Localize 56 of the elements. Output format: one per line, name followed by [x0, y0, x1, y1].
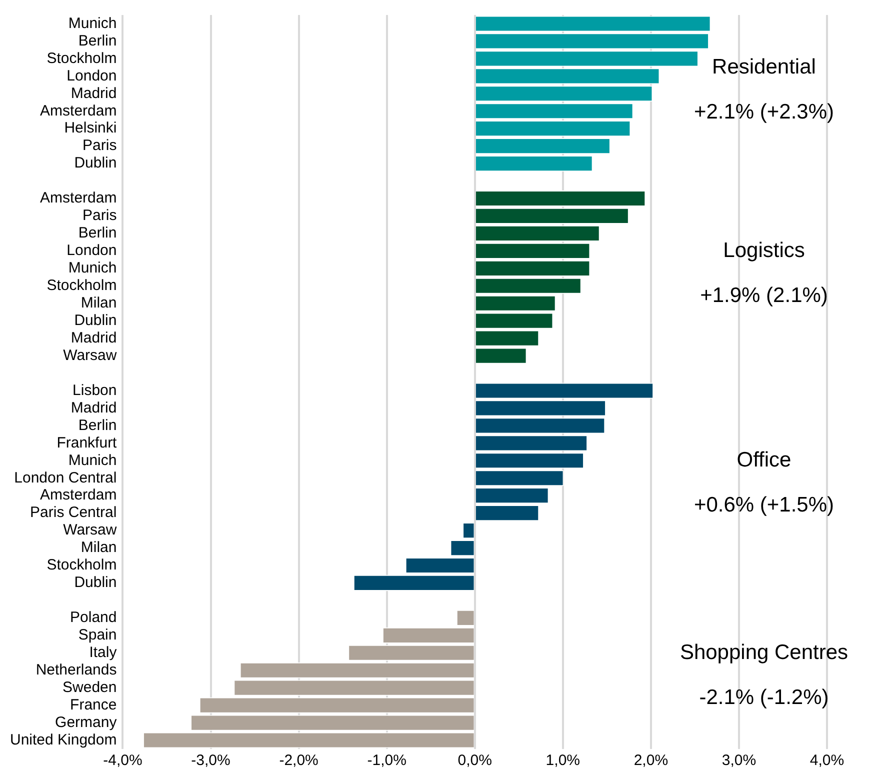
- y-tick-label: Paris: [82, 207, 117, 224]
- x-tick-label: -3,0%: [191, 752, 230, 770]
- y-tick-label: Frankfurt: [56, 434, 118, 452]
- annotation: Shopping Centres: [680, 640, 848, 664]
- y-tick-label: Milan: [80, 539, 117, 556]
- y-tick-label: London: [66, 67, 117, 84]
- y-tick-label: Madrid: [70, 399, 117, 416]
- annotation: +2.1% (+2.3%): [694, 100, 834, 124]
- y-tick-label: Munich: [68, 14, 117, 32]
- y-tick-label: Warsaw: [63, 522, 117, 539]
- y-tick-label: Berlin: [78, 32, 117, 50]
- y-tick-label: Helsinki: [64, 120, 117, 137]
- x-tick-label: 1,0%: [546, 752, 580, 770]
- y-tick-label: Italy: [89, 644, 118, 662]
- y-tick-label: London: [66, 242, 117, 260]
- y-tick-label: United Kingdom: [10, 731, 117, 748]
- annotation: Logistics: [723, 238, 805, 262]
- x-tick-label: -2,0%: [279, 752, 318, 770]
- y-tick-label: Spain: [78, 626, 117, 644]
- y-tick-label: Paris: [82, 137, 117, 154]
- annotation: Office: [736, 448, 792, 472]
- x-tick-label: 2,0%: [634, 752, 668, 770]
- x-tick-label: 4,0%: [810, 752, 844, 770]
- y-tick-label: Paris Central: [30, 504, 117, 522]
- y-tick-label: Amsterdam: [40, 486, 117, 504]
- y-tick-label: Amsterdam: [40, 102, 117, 120]
- y-tick-label: Stockholm: [46, 556, 117, 574]
- annotation: Residential: [712, 55, 816, 78]
- y-tick-label: Warsaw: [63, 346, 117, 364]
- annotation: -2.1% (-1.2%): [699, 686, 829, 709]
- y-tick-label: Munich: [68, 452, 117, 469]
- y-tick-label: Berlin: [78, 224, 117, 242]
- y-tick-label: Munich: [68, 260, 117, 277]
- y-tick-label: Germany: [55, 714, 118, 731]
- x-tick-label: -4,0%: [103, 752, 142, 770]
- y-tick-label: Amsterdam: [40, 190, 117, 207]
- y-tick-label: Stockholm: [46, 50, 117, 67]
- x-tick-label: 3,0%: [722, 752, 756, 770]
- y-tick-label: France: [70, 696, 117, 714]
- y-tick-label: Milan: [80, 294, 117, 312]
- annotation: +1.9% (2.1%): [700, 284, 828, 307]
- y-tick-label: Dublin: [74, 574, 117, 592]
- y-tick-label: Dublin: [74, 312, 117, 329]
- y-tick-label: Poland: [70, 609, 117, 626]
- x-tick-label: -1,0%: [367, 752, 406, 770]
- x-tick-label: 0,0%: [458, 752, 492, 770]
- y-tick-label: Madrid: [70, 84, 117, 102]
- y-tick-label: Madrid: [70, 329, 117, 346]
- y-tick-label: Netherlands: [36, 662, 117, 678]
- y-tick-label: Berlin: [78, 416, 117, 434]
- y-tick-label: Sweden: [62, 678, 117, 696]
- y-tick-label: London Central: [14, 469, 117, 486]
- annotation: +0.6% (+1.5%): [694, 494, 834, 517]
- y-tick-label: Lisbon: [72, 382, 117, 399]
- y-tick-label: Dublin: [74, 154, 117, 172]
- y-tick-label: Stockholm: [46, 277, 117, 294]
